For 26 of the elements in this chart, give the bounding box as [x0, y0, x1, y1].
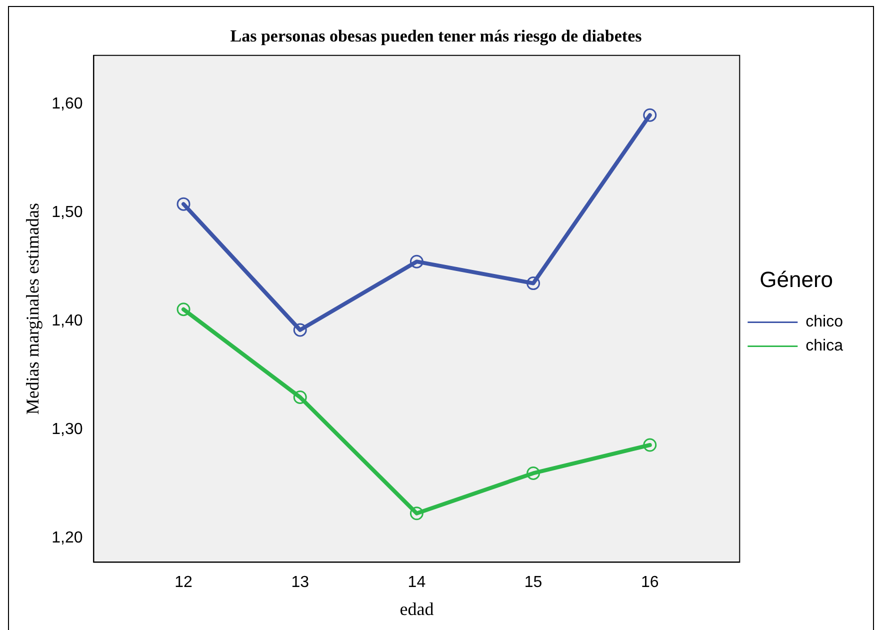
- y-tick-label: 1,60: [52, 96, 83, 113]
- point: [293, 323, 307, 337]
- point: [176, 302, 190, 316]
- point: [643, 438, 657, 452]
- legend-title: Género: [760, 266, 834, 292]
- y-axis-title: Medias marginales estimadas: [22, 202, 43, 415]
- y-tick-label: 1,40: [52, 312, 83, 330]
- point: [526, 466, 540, 480]
- point: [526, 276, 540, 290]
- x-tick-label: 13: [291, 574, 310, 592]
- x-tick-label: 12: [174, 574, 193, 592]
- y-tick-label: 1,30: [52, 421, 83, 438]
- y-tick-label: 1,50: [52, 204, 83, 222]
- point: [410, 254, 424, 268]
- point: [643, 108, 657, 122]
- x-axis-title: edad: [400, 598, 434, 619]
- chart-title: Las personas obesas pueden tener más riesgo de diabetes: [230, 26, 642, 46]
- legend-label: chica: [806, 338, 844, 355]
- legend-label: chico: [806, 314, 844, 331]
- point: [293, 390, 307, 404]
- x-tick-label: 14: [408, 574, 426, 592]
- x-tick-label: 16: [640, 574, 659, 592]
- x-tick-label: 15: [524, 574, 542, 592]
- point: [410, 506, 424, 520]
- y-tick-label: 1,20: [52, 530, 83, 547]
- point: [176, 197, 190, 211]
